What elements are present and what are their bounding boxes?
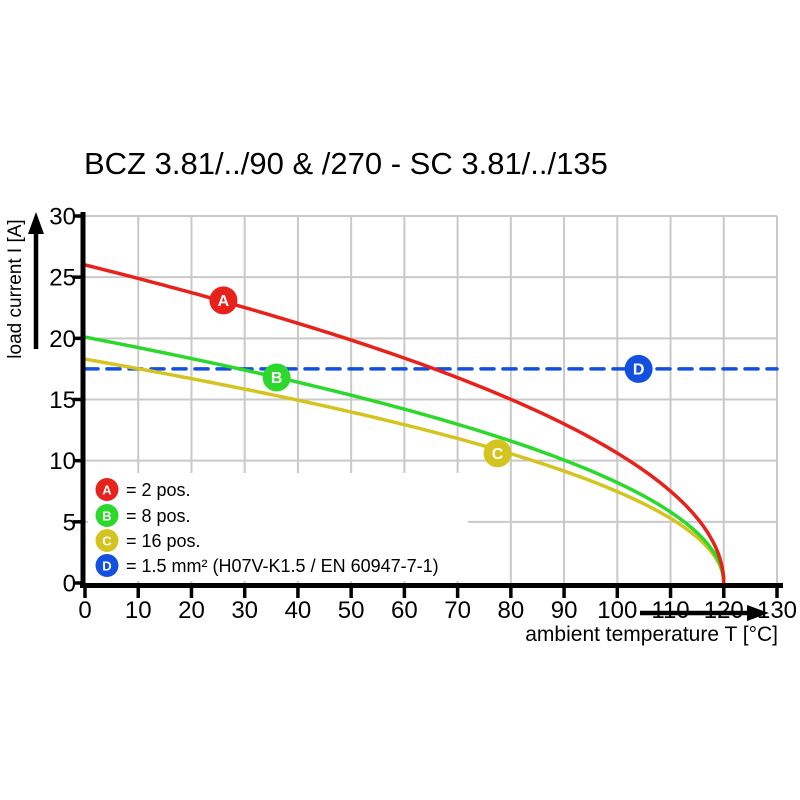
legend-item-label: = 2 pos. [126,480,191,500]
legend-item-label: = 8 pos. [126,506,191,526]
x-tick-label: 70 [444,597,471,624]
legend-item-label: = 1.5 mm² (H07V-K1.5 / EN 60947-7-1) [126,556,439,576]
curve-marker-c: C [483,439,512,468]
x-tick-label: 120 [704,597,744,624]
marker-letter: D [633,361,645,378]
legend-item-a: A = 2 pos. [95,478,191,501]
x-tick-label: 40 [285,597,312,624]
axis-arrows [28,212,769,621]
legend: A = 2 pos. B = 8 pos. C = 16 pos. D = 1.5 mm² (… [95,478,439,577]
legend-marker-letter: A [102,482,112,497]
legend-marker-icon [95,554,119,577]
legend-marker-letter: B [102,508,111,523]
legend-marker-icon [95,504,119,527]
legend-item-b: B = 8 pos. [95,504,191,527]
legend-marker-letter: C [102,533,112,548]
x-tick-label: 130 [757,597,797,624]
legend-background [88,473,468,581]
x-tick-label: 30 [231,597,258,624]
y-tick-label: 20 [49,326,76,353]
y-tick-label: 10 [49,448,76,475]
x-tick-label: 20 [178,597,205,624]
x-axis-label: ambient temperature T [°C] [525,623,778,646]
x-tick-label: 50 [338,597,365,624]
x-tick-label: 110 [651,597,689,624]
legend-item-d: D = 1.5 mm² (H07V-K1.5 / EN 60947-7-1) [95,554,439,577]
marker-circle [209,286,238,315]
x-tick-label: 0 [78,597,91,624]
y-tick-label: 25 [49,265,76,292]
x-tick-label: 60 [391,597,418,624]
chart-title: BCZ 3.81/../90 & /270 - SC 3.81/../135 [84,146,608,181]
derating-chart: 0 5 10 15 20 25 30 0 10 20 30 40 50 60 70 80 90 100 110 120… [28,204,797,625]
marker-letter: A [218,293,230,310]
curve-marker-b: B [262,363,291,392]
curve-b-derating [83,335,726,585]
marker-circle [624,354,653,383]
marker-letter: C [492,446,504,463]
curve-a-derating [83,263,726,585]
x-tick-label: 100 [597,597,637,624]
legend-marker-icon [95,529,119,552]
y-axis-label: load current I [A] [5,219,26,359]
legend-item-label: = 16 pos. [126,531,201,551]
marker-circle [262,363,291,392]
curve-c-derating [83,357,726,585]
y-tick-label: 30 [49,204,76,231]
y-axis-arrow-icon [28,212,44,234]
y-tick-label: 0 [63,571,76,598]
legend-marker-icon [95,478,119,501]
x-tick-label: 80 [497,597,524,624]
marker-circle [483,439,512,468]
x-tick-label: 90 [551,597,578,624]
x-axis-arrow-icon [747,605,769,621]
y-tick-label: 15 [49,387,76,414]
curve-marker-a: A [209,286,238,315]
curve-marker-d: D [624,354,653,383]
x-tick-label: 10 [125,597,152,624]
y-tick-label: 5 [63,509,76,536]
legend-marker-letter: D [102,558,111,573]
marker-letter: B [271,370,283,387]
legend-item-c: C = 16 pos. [95,529,201,552]
axes: 0 5 10 15 20 25 30 0 10 20 30 40 50 60 70 80 90 100 110 120… [49,204,797,625]
